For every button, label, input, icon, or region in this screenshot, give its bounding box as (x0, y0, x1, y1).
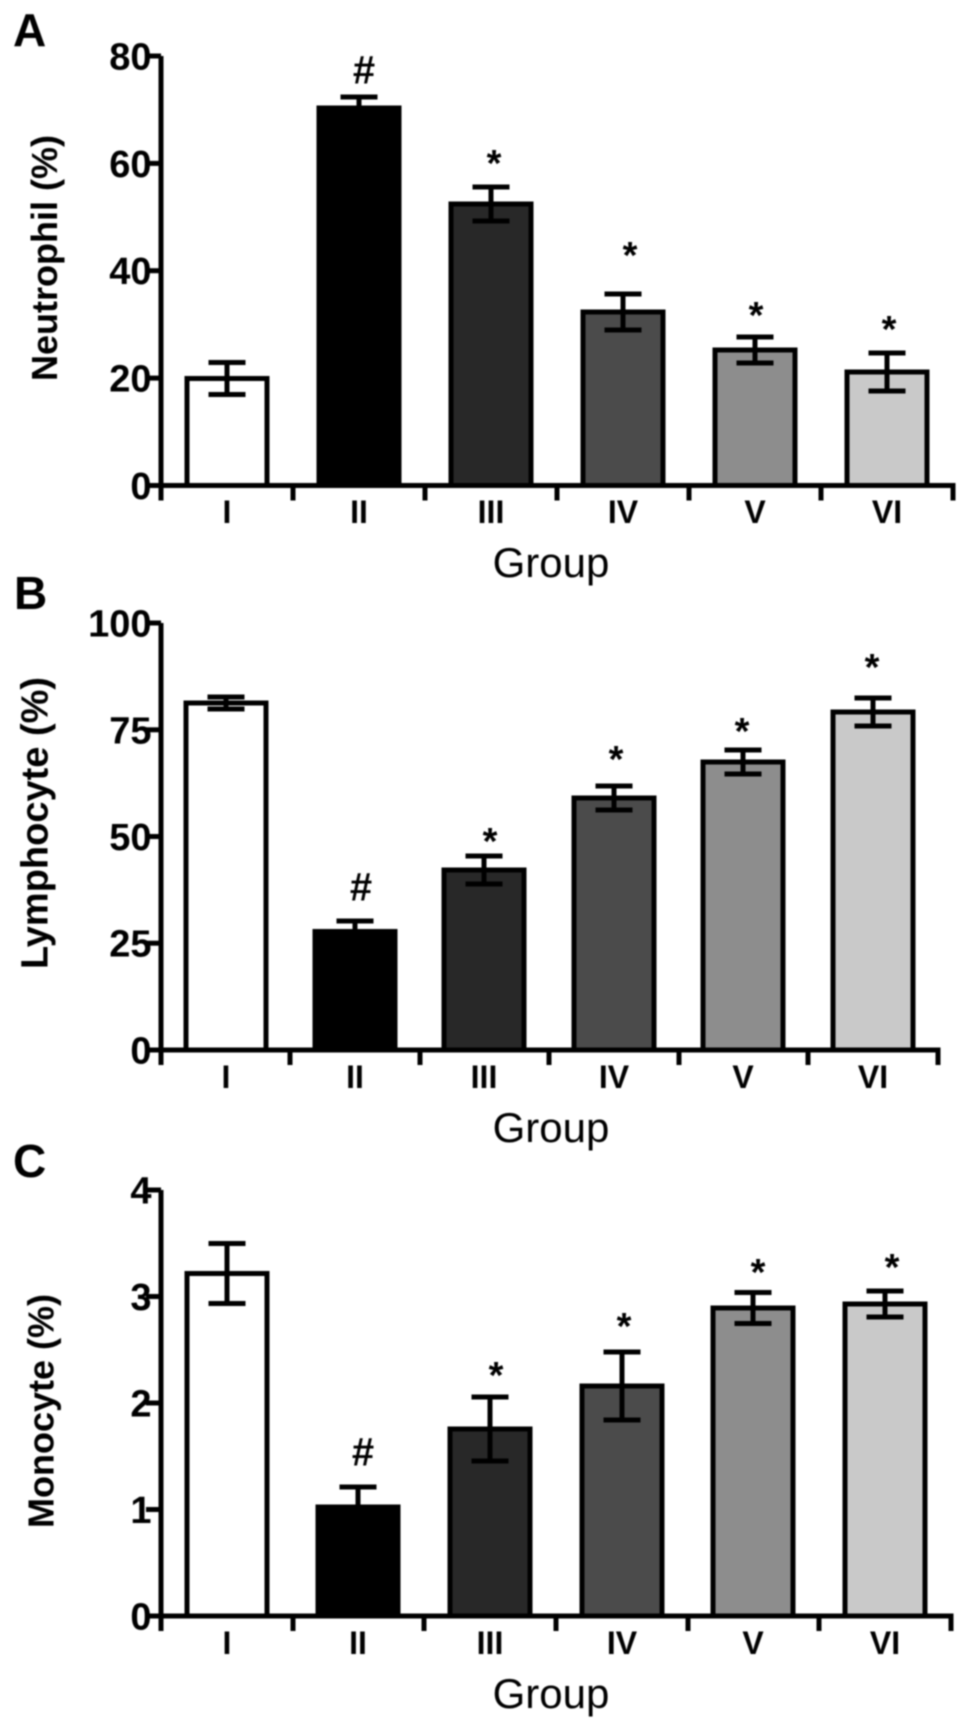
svg-text:*: * (487, 143, 502, 185)
svg-text:*: * (489, 1355, 504, 1397)
svg-text:I: I (223, 1625, 232, 1661)
svg-text:I: I (223, 494, 232, 530)
svg-text:V: V (742, 1625, 764, 1661)
svg-text:VI: VI (870, 1625, 900, 1661)
svg-text:*: * (751, 1252, 766, 1294)
svg-text:0: 0 (130, 1031, 151, 1073)
svg-text:Group: Group (493, 1104, 610, 1151)
svg-text:20: 20 (109, 359, 151, 401)
svg-text:100: 100 (88, 604, 151, 646)
svg-text:1: 1 (130, 1490, 151, 1532)
svg-text:VI: VI (858, 1059, 888, 1095)
svg-text:*: * (735, 711, 750, 753)
svg-text:Group: Group (493, 1670, 610, 1717)
svg-text:50: 50 (109, 817, 151, 859)
svg-text:C: C (13, 1135, 46, 1187)
svg-text:IV: IV (599, 1059, 630, 1095)
svg-text:#: # (352, 1431, 374, 1475)
svg-text:Lymphocyte (%): Lymphocyte (%) (15, 677, 57, 969)
svg-text:40: 40 (109, 251, 151, 293)
svg-text:II: II (346, 1059, 364, 1095)
svg-text:2: 2 (130, 1384, 151, 1426)
svg-text:A: A (13, 4, 46, 56)
svg-text:#: # (353, 49, 375, 93)
svg-text:Neutrophil (%): Neutrophil (%) (24, 135, 65, 381)
svg-text:0: 0 (130, 466, 151, 508)
svg-text:III: III (471, 1059, 498, 1095)
svg-text:VI: VI (872, 494, 902, 530)
svg-text:V: V (732, 1059, 754, 1095)
svg-text:V: V (744, 494, 766, 530)
svg-text:B: B (14, 567, 47, 619)
svg-text:II: II (349, 1625, 367, 1661)
svg-text:*: * (882, 309, 897, 351)
svg-text:#: # (350, 866, 372, 910)
svg-text:*: * (749, 295, 764, 337)
svg-text:IV: IV (608, 494, 639, 530)
svg-text:*: * (885, 1247, 900, 1289)
svg-text:Monocyte (%): Monocyte (%) (21, 1294, 62, 1528)
svg-text:I: I (222, 1059, 231, 1095)
svg-text:IV: IV (607, 1625, 638, 1661)
svg-text:25: 25 (109, 924, 151, 966)
svg-text:III: III (478, 494, 505, 530)
svg-text:75: 75 (109, 710, 151, 752)
svg-text:3: 3 (130, 1277, 151, 1319)
svg-text:*: * (623, 235, 638, 277)
svg-text:60: 60 (109, 144, 151, 186)
svg-text:4: 4 (130, 1171, 151, 1213)
svg-text:*: * (617, 1306, 632, 1348)
svg-text:80: 80 (109, 37, 151, 79)
svg-text:*: * (865, 647, 880, 689)
svg-text:III: III (477, 1625, 504, 1661)
svg-text:*: * (483, 821, 498, 863)
svg-text:Group: Group (493, 539, 610, 586)
svg-text:*: * (609, 739, 624, 781)
svg-text:0: 0 (130, 1597, 151, 1639)
svg-text:II: II (350, 494, 368, 530)
